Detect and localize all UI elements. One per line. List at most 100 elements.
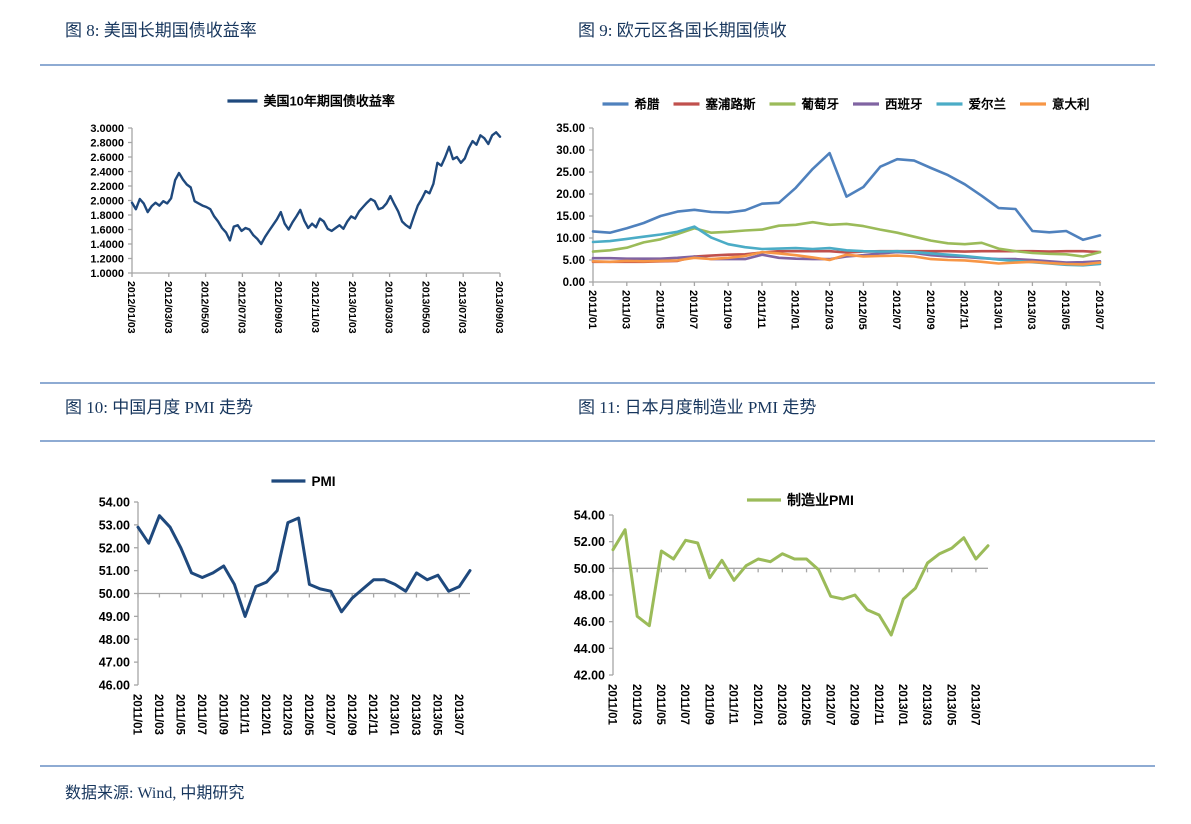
x-tick-label: 2012/01	[751, 684, 763, 726]
y-tick-label: 15.00	[556, 211, 585, 223]
y-tick-label: 2.2000	[90, 181, 124, 193]
y-tick-label: 2.8000	[90, 137, 124, 149]
axes: 3.0000 2.8000 2.6000 2.4000 2.2000 2.0000 1.80…	[90, 123, 505, 334]
x-tick-label: 2013/01	[388, 694, 400, 736]
y-tick-label: 46.00	[574, 615, 605, 629]
y-tick-label: 2.4000	[90, 166, 124, 178]
x-tick-label: 2013/05/03	[419, 281, 431, 334]
x-tick-label: 2012/07	[890, 290, 902, 330]
legend: 希腊 塞浦路斯 葡萄牙 西班牙 爱尔兰 意大利	[602, 97, 1090, 112]
divider-line-mid-lower	[40, 440, 1155, 442]
y-tick-label: 50.00	[574, 562, 605, 576]
legend-label: 塞浦路斯	[706, 97, 757, 112]
y-tick-label: 44.00	[574, 642, 605, 656]
legend-label: 制造业PMI	[787, 492, 854, 508]
data-source-note: 数据来源: Wind, 中期研究	[65, 785, 245, 802]
x-tick-label: 2011/03	[152, 694, 164, 735]
y-tick-label: 50.00	[99, 587, 130, 601]
series-line-0	[611, 528, 990, 637]
x-tick-label: 2012/09/03	[272, 281, 284, 334]
x-tick-label: 2011/09	[216, 694, 228, 735]
x-tick-label: 2012/09	[924, 290, 936, 330]
y-tick-label: 35.00	[556, 123, 585, 135]
legend-label: 希腊	[634, 97, 661, 112]
x-tick-label: 2011/07	[678, 684, 690, 725]
series-line-2	[591, 220, 1102, 258]
x-tick-label: 2011/07	[687, 290, 699, 329]
x-tick-label: 2011/05	[173, 694, 185, 736]
x-tick-label: 2013/07	[1093, 290, 1105, 330]
figure-10-title: 图 10: 中国月度 PMI 走势	[65, 398, 253, 417]
x-tick-label: 2011/03	[620, 290, 632, 329]
legend-label: 意大利	[1052, 97, 1090, 112]
x-tick-label: 2012/01/03	[125, 281, 137, 334]
series-line-0	[136, 514, 472, 618]
x-tick-label: 2012/05	[856, 290, 868, 330]
divider-line-bottom	[40, 765, 1155, 767]
y-tick-label: 46.00	[99, 679, 130, 693]
y-tick-label: 1.8000	[90, 210, 124, 222]
x-tick-label: 2012/09	[848, 684, 860, 726]
x-tick-label: 2012/03	[775, 684, 787, 726]
x-tick-label: 2011/07	[195, 694, 207, 735]
x-tick-label: 2012/11	[958, 290, 970, 329]
x-tick-label: 2012/07	[323, 694, 335, 736]
x-tick-label: 2011/09	[702, 684, 714, 725]
y-tick-label: 54.00	[99, 496, 130, 510]
x-tick-label: 2013/07	[452, 694, 464, 736]
x-tick-label: 2012/05/03	[199, 281, 211, 334]
figure-9-title: 图 9: 欧元区各国长期国债收	[578, 21, 787, 40]
x-tick-label: 2012/01	[259, 694, 271, 736]
y-tick-label: 51.00	[99, 564, 130, 578]
x-tick-label: 2011/05	[653, 290, 665, 329]
series-line-4	[591, 225, 1102, 267]
y-tick-label: 1.2000	[90, 253, 124, 265]
y-tick-label: 25.00	[556, 167, 585, 179]
x-tick-label: 2012/11	[366, 694, 378, 736]
x-tick-label: 2012/01	[789, 290, 801, 330]
x-tick-label: 2011/11	[755, 290, 767, 329]
x-tick-label: 2013/01/03	[346, 281, 358, 334]
divider-line-mid-upper	[40, 382, 1155, 384]
y-tick-label: 54.00	[574, 509, 605, 523]
legend: 制造业PMI	[746, 492, 854, 508]
x-tick-label: 2011/11	[238, 694, 250, 735]
x-tick-label: 2011/01	[131, 694, 143, 736]
y-tick-label: 5.00	[563, 255, 585, 267]
x-tick-label: 2012/03	[281, 694, 293, 736]
x-tick-label: 2013/01	[991, 290, 1003, 330]
x-tick-label: 2013/09/03	[493, 281, 505, 334]
y-tick-label: 2.0000	[90, 195, 124, 207]
x-tick-label: 2012/03	[822, 290, 834, 330]
y-tick-label: 1.0000	[90, 268, 124, 280]
x-tick-label: 2013/05	[1059, 290, 1071, 330]
legend-label: 爱尔兰	[969, 97, 1007, 112]
x-tick-label: 2013/01	[896, 684, 908, 726]
y-tick-label: 52.00	[99, 541, 130, 555]
series-line-3	[591, 250, 1102, 264]
x-tick-label: 2013/07/03	[456, 281, 468, 334]
y-tick-label: 1.6000	[90, 224, 124, 236]
x-tick-label: 2012/05	[302, 694, 314, 736]
figure-11-title: 图 11: 日本月度制造业 PMI 走势	[578, 398, 817, 417]
divider-line-top	[40, 64, 1155, 66]
y-tick-label: 42.00	[574, 669, 605, 683]
x-tick-label: 2011/11	[727, 684, 739, 725]
x-tick-label: 2011/09	[721, 290, 733, 329]
x-tick-label: 2012/03/03	[162, 281, 174, 334]
x-tick-label: 2011/03	[630, 684, 642, 725]
japan-pmi-chart: 54.0052.0050.0048.0046.0044.0042.002011/…	[574, 492, 990, 726]
legend: PMI	[271, 474, 335, 489]
y-tick-label: 53.00	[99, 518, 130, 532]
y-tick-label: 0.00	[563, 277, 585, 289]
legend: 美国10年期国债收益率	[227, 94, 395, 109]
x-tick-label: 2012/05	[799, 684, 811, 726]
legend-label: 葡萄牙	[801, 97, 840, 112]
x-tick-label: 2011/01	[586, 290, 598, 329]
y-tick-label: 10.00	[556, 233, 585, 245]
axes: 35.0030.0025.0020.0015.0010.005.000.0020…	[556, 123, 1105, 330]
series-line-0	[591, 151, 1102, 242]
y-tick-label: 52.00	[574, 535, 605, 549]
x-tick-label: 2012/07/03	[235, 281, 247, 334]
